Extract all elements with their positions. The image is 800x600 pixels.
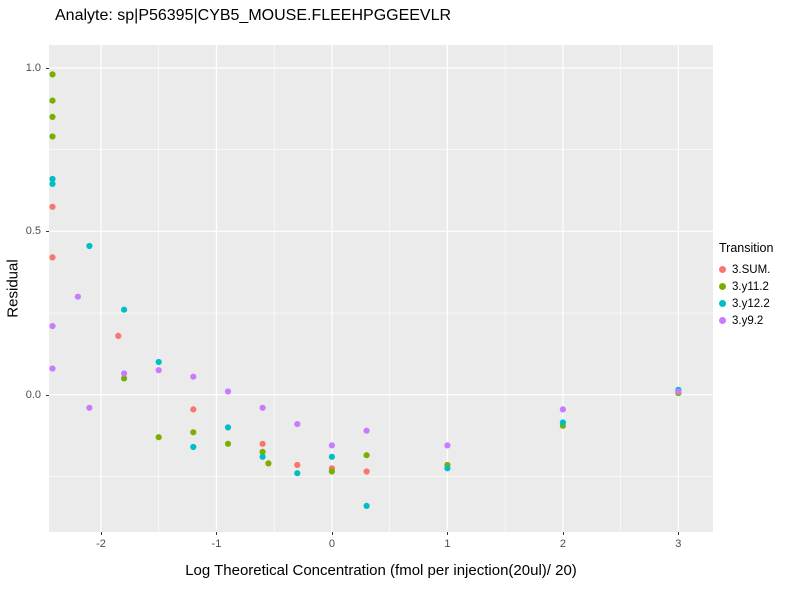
data-point: [224, 440, 232, 447]
data-point: [259, 404, 266, 411]
data-point: [190, 406, 197, 413]
x-tick-mark: [447, 532, 449, 535]
data-point: [675, 388, 682, 395]
data-point: [121, 375, 128, 382]
data-point: [49, 323, 56, 330]
data-point: [190, 443, 197, 451]
data-point: [259, 440, 266, 447]
data-point: [265, 460, 272, 467]
data-point: [224, 388, 232, 395]
y-axis-label: Residual: [4, 259, 22, 318]
legend-title: Transition: [719, 241, 774, 255]
legend-swatch-icon: [719, 300, 726, 307]
data-point: [444, 442, 451, 449]
data-point: [49, 113, 56, 120]
data-point: [328, 453, 335, 460]
data-point: [121, 306, 128, 313]
x-axis-label: Log Theoretical Concentration (fmol per …: [185, 562, 577, 579]
legend-items: 3.SUM. 3.y11.2 3.y12.2 3.y9.2: [719, 261, 773, 329]
data-point: [294, 470, 301, 477]
data-point: [363, 468, 370, 475]
legend-label: 3.SUM.: [732, 263, 771, 276]
data-point: [49, 97, 56, 104]
data-point: [363, 502, 370, 509]
x-tick-mark: [562, 532, 564, 535]
legend-label: 3.y11.2: [732, 280, 769, 293]
panel-background: [49, 45, 713, 532]
y-axis-label-wrap: Residual: [2, 45, 24, 532]
x-tick-label: 1: [444, 538, 451, 550]
x-tick-mark: [678, 532, 680, 535]
legend-item: 3.y9.2: [719, 312, 773, 329]
legend-swatch-icon: [719, 266, 726, 273]
legend-swatch-icon: [719, 317, 726, 324]
data-point: [328, 468, 335, 475]
data-point: [328, 442, 335, 449]
x-tick-label: 2: [559, 538, 566, 550]
x-tick-label: 3: [675, 538, 682, 550]
plot-svg: [49, 45, 713, 532]
data-point: [190, 429, 197, 436]
x-tick-mark: [100, 532, 102, 535]
data-point: [49, 365, 56, 372]
legend-item: 3.y12.2: [719, 295, 773, 312]
x-tick-label: -1: [211, 538, 222, 550]
legend-item: 3.SUM.: [719, 261, 773, 278]
x-tick-label: 0: [328, 538, 335, 550]
plot-panel: [49, 45, 713, 532]
x-tick-mark: [331, 532, 333, 535]
legend: Transition 3.SUM. 3.y11.2 3.y12.2 3.y9.2: [719, 241, 773, 329]
data-point: [559, 406, 566, 413]
data-point: [155, 367, 162, 374]
legend-item: 3.y11.2: [719, 278, 773, 295]
data-point: [363, 452, 370, 459]
x-tick-mark: [216, 532, 218, 535]
data-point: [49, 203, 56, 210]
data-point: [49, 175, 56, 183]
data-point: [74, 293, 81, 300]
data-point: [190, 373, 197, 380]
data-point: [294, 461, 301, 469]
data-point: [259, 453, 266, 460]
data-point: [155, 434, 162, 441]
data-point: [259, 448, 266, 455]
data-point: [559, 419, 566, 426]
data-point: [86, 404, 93, 411]
data-point: [49, 254, 56, 261]
data-point: [363, 427, 370, 434]
data-point: [294, 421, 301, 428]
legend-swatch-icon: [719, 283, 726, 290]
data-point: [224, 424, 232, 431]
legend-label: 3.y12.2: [732, 297, 770, 310]
data-point: [49, 71, 56, 78]
data-point: [49, 133, 56, 140]
x-tick-label: -2: [96, 538, 106, 550]
data-point: [155, 358, 162, 366]
data-point: [86, 242, 93, 250]
data-point: [115, 332, 122, 339]
data-point: [444, 465, 451, 472]
data-point: [121, 370, 128, 377]
legend-label: 3.y9.2: [732, 314, 764, 327]
data-point: [49, 180, 56, 187]
chart-title: Analyte: sp|P56395|CYB5_MOUSE.FLEEHPGGEE…: [55, 7, 452, 24]
